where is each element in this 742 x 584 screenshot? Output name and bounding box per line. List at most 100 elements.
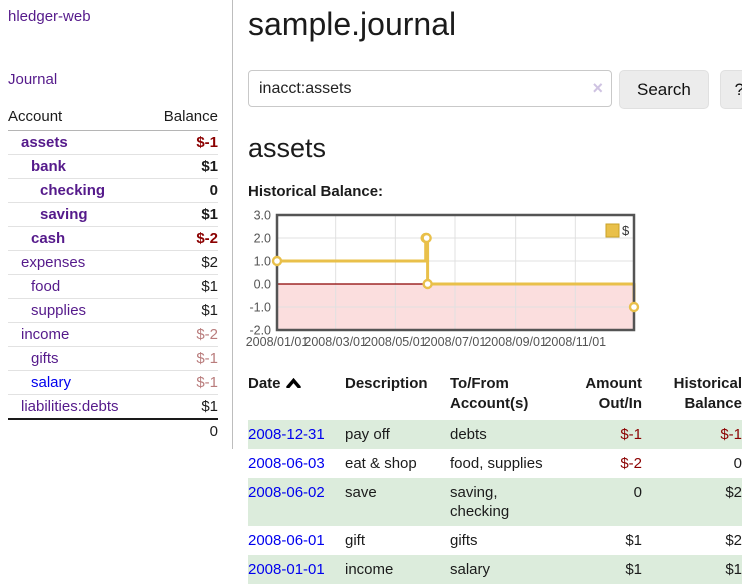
register-header: Date Description To/From Account(s) Amount Ou… bbox=[248, 372, 742, 420]
chart-canvas: $3.0 2.0 1.0 0.0 -1.0 -2.02008/01/012008/03/0… bbox=[246, 209, 640, 349]
account-link-liabilities-debts[interactable]: liabilities:debts bbox=[21, 398, 119, 415]
account-row: saving $1 bbox=[8, 202, 218, 227]
transaction-description: gift bbox=[345, 532, 366, 549]
account-balance: $-1 bbox=[148, 346, 218, 371]
accounts-header-row: Account Balance bbox=[8, 105, 218, 131]
data-point-marker bbox=[271, 255, 283, 267]
register-header-to-from: To/From Account(s) bbox=[450, 375, 529, 412]
account-balance: $1 bbox=[148, 394, 218, 419]
x-tick-label: 2008/11/01 bbox=[544, 335, 606, 349]
account-balance: $1 bbox=[148, 274, 218, 299]
transaction-date-link[interactable]: 2008-12-31 bbox=[248, 426, 325, 443]
account-link-cash[interactable]: cash bbox=[31, 230, 66, 247]
help-button[interactable]: ? bbox=[719, 70, 742, 109]
search-input-wrap: × bbox=[248, 70, 612, 109]
account-row: bank $1 bbox=[8, 154, 218, 179]
sidebar: hledger-web Journal Account Balance asse… bbox=[0, 0, 233, 449]
account-balance: $1 bbox=[148, 154, 218, 179]
register-table: Date Description To/From Account(s) Amount Ou… bbox=[248, 372, 742, 584]
account-balance: $-1 bbox=[196, 134, 218, 151]
x-tick-label: 2008/09/01 bbox=[484, 335, 547, 349]
transaction-date-link[interactable]: 2008-06-03 bbox=[248, 455, 325, 472]
transaction-date-link[interactable]: 2008-06-01 bbox=[248, 532, 325, 549]
transaction-accounts: saving, checking bbox=[450, 484, 510, 520]
account-link-food[interactable]: food bbox=[31, 278, 61, 295]
search-input[interactable] bbox=[248, 70, 612, 107]
account-balance: $-2 bbox=[148, 226, 218, 251]
transaction-description: pay off bbox=[345, 426, 390, 443]
account-link-income[interactable]: income bbox=[21, 326, 70, 343]
accounts-header-account: Account bbox=[8, 105, 149, 131]
account-row: gifts $-1 bbox=[8, 346, 218, 371]
account-link-gifts[interactable]: gifts bbox=[31, 350, 59, 367]
transaction-amount: $-1 bbox=[620, 426, 642, 443]
account-link-saving[interactable]: saving bbox=[40, 206, 88, 223]
account-link-expenses[interactable]: expenses bbox=[21, 254, 86, 271]
account-row: cash $-2 bbox=[8, 226, 218, 251]
account-row: supplies $1 bbox=[8, 298, 218, 323]
register-row: 2008-06-01 gift gifts $1 $2 bbox=[248, 526, 742, 555]
account-balance: $1 bbox=[148, 202, 218, 227]
account-link-checking[interactable]: checking bbox=[40, 182, 106, 199]
account-heading: assets bbox=[248, 133, 327, 163]
transaction-date-link[interactable]: 2008-01-01 bbox=[248, 561, 325, 578]
account-row: income $-2 bbox=[8, 322, 218, 347]
x-tick-label: 2008/07/01 bbox=[424, 335, 487, 349]
account-balance: 0 bbox=[148, 178, 218, 203]
transaction-date-link[interactable]: 2008-06-02 bbox=[248, 484, 325, 501]
register-row: 2008-01-01 income salary $1 $1 bbox=[248, 555, 742, 584]
transaction-amount: $1 bbox=[625, 532, 642, 549]
y-tick-label: 0.0 bbox=[254, 278, 271, 292]
transaction-balance: $-1 bbox=[720, 426, 742, 443]
account-link-supplies[interactable]: supplies bbox=[31, 302, 87, 319]
y-tick-label: 1.0 bbox=[254, 255, 271, 269]
x-tick-label: 2008/05/01 bbox=[364, 335, 427, 349]
search-button[interactable]: Search bbox=[619, 70, 709, 109]
legend-swatch bbox=[605, 223, 620, 238]
brand-link[interactable]: hledger-web bbox=[8, 8, 91, 25]
account-row: salary $-1 bbox=[8, 370, 218, 395]
main-content: sample.journal × Search ? assets Histori… bbox=[233, 0, 742, 584]
plot-border bbox=[275, 213, 636, 332]
transaction-amount: 0 bbox=[633, 484, 642, 501]
transaction-balance: $1 bbox=[725, 561, 742, 578]
accounts-total-row: 0 bbox=[8, 418, 218, 443]
account-balance: $-2 bbox=[148, 322, 218, 347]
transaction-accounts: food, supplies bbox=[450, 455, 543, 472]
account-link-salary[interactable]: salary bbox=[31, 374, 72, 391]
register-header-description: Description bbox=[345, 375, 428, 392]
transaction-accounts: debts bbox=[450, 426, 487, 443]
transaction-description: income bbox=[345, 561, 394, 578]
register-row: 2008-12-31 pay off debts $-1 $-1 bbox=[248, 420, 742, 449]
account-link-bank[interactable]: bank bbox=[31, 158, 67, 175]
account-row: expenses $2 bbox=[8, 250, 218, 275]
accounts-total-value: 0 bbox=[148, 418, 218, 443]
account-row: checking 0 bbox=[8, 178, 218, 203]
transaction-balance: 0 bbox=[733, 455, 742, 472]
nav-journal-link[interactable]: Journal bbox=[8, 71, 58, 88]
y-tick-label: 2.0 bbox=[254, 232, 271, 246]
register-row: 2008-06-03 eat & shop food, supplies $-2 0 bbox=[248, 449, 742, 478]
transaction-description: save bbox=[345, 484, 377, 501]
y-tick-label: -2.0 bbox=[249, 324, 271, 338]
account-row: food $1 bbox=[8, 274, 218, 299]
accounts-table: Account Balance assets $-1 bank $1 checking 0… bbox=[8, 105, 218, 443]
data-point-marker bbox=[628, 301, 640, 313]
account-balance: $2 bbox=[148, 250, 218, 275]
register-header-amount: Amount Out/In bbox=[585, 375, 642, 412]
register-header-date[interactable]: Date bbox=[248, 372, 345, 420]
account-balance: $1 bbox=[148, 298, 218, 323]
search-bar: × Search ? bbox=[248, 70, 742, 109]
account-link-assets[interactable]: assets bbox=[21, 134, 68, 151]
page-title: sample.journal bbox=[248, 6, 457, 42]
accounts-header-balance: Balance bbox=[148, 105, 218, 131]
clear-search-icon[interactable]: × bbox=[592, 78, 603, 98]
account-row: liabilities:debts $1 bbox=[8, 394, 218, 419]
y-tick-label: 3.0 bbox=[254, 209, 271, 223]
x-tick-label: 2008/03/01 bbox=[304, 335, 367, 349]
transaction-balance: $2 bbox=[725, 484, 742, 501]
transaction-accounts: salary bbox=[450, 561, 491, 578]
register-body: 2008-12-31 pay off debts $-1 $-1 2008-06-03 ea… bbox=[248, 420, 742, 584]
sort-asc-icon bbox=[285, 378, 301, 388]
